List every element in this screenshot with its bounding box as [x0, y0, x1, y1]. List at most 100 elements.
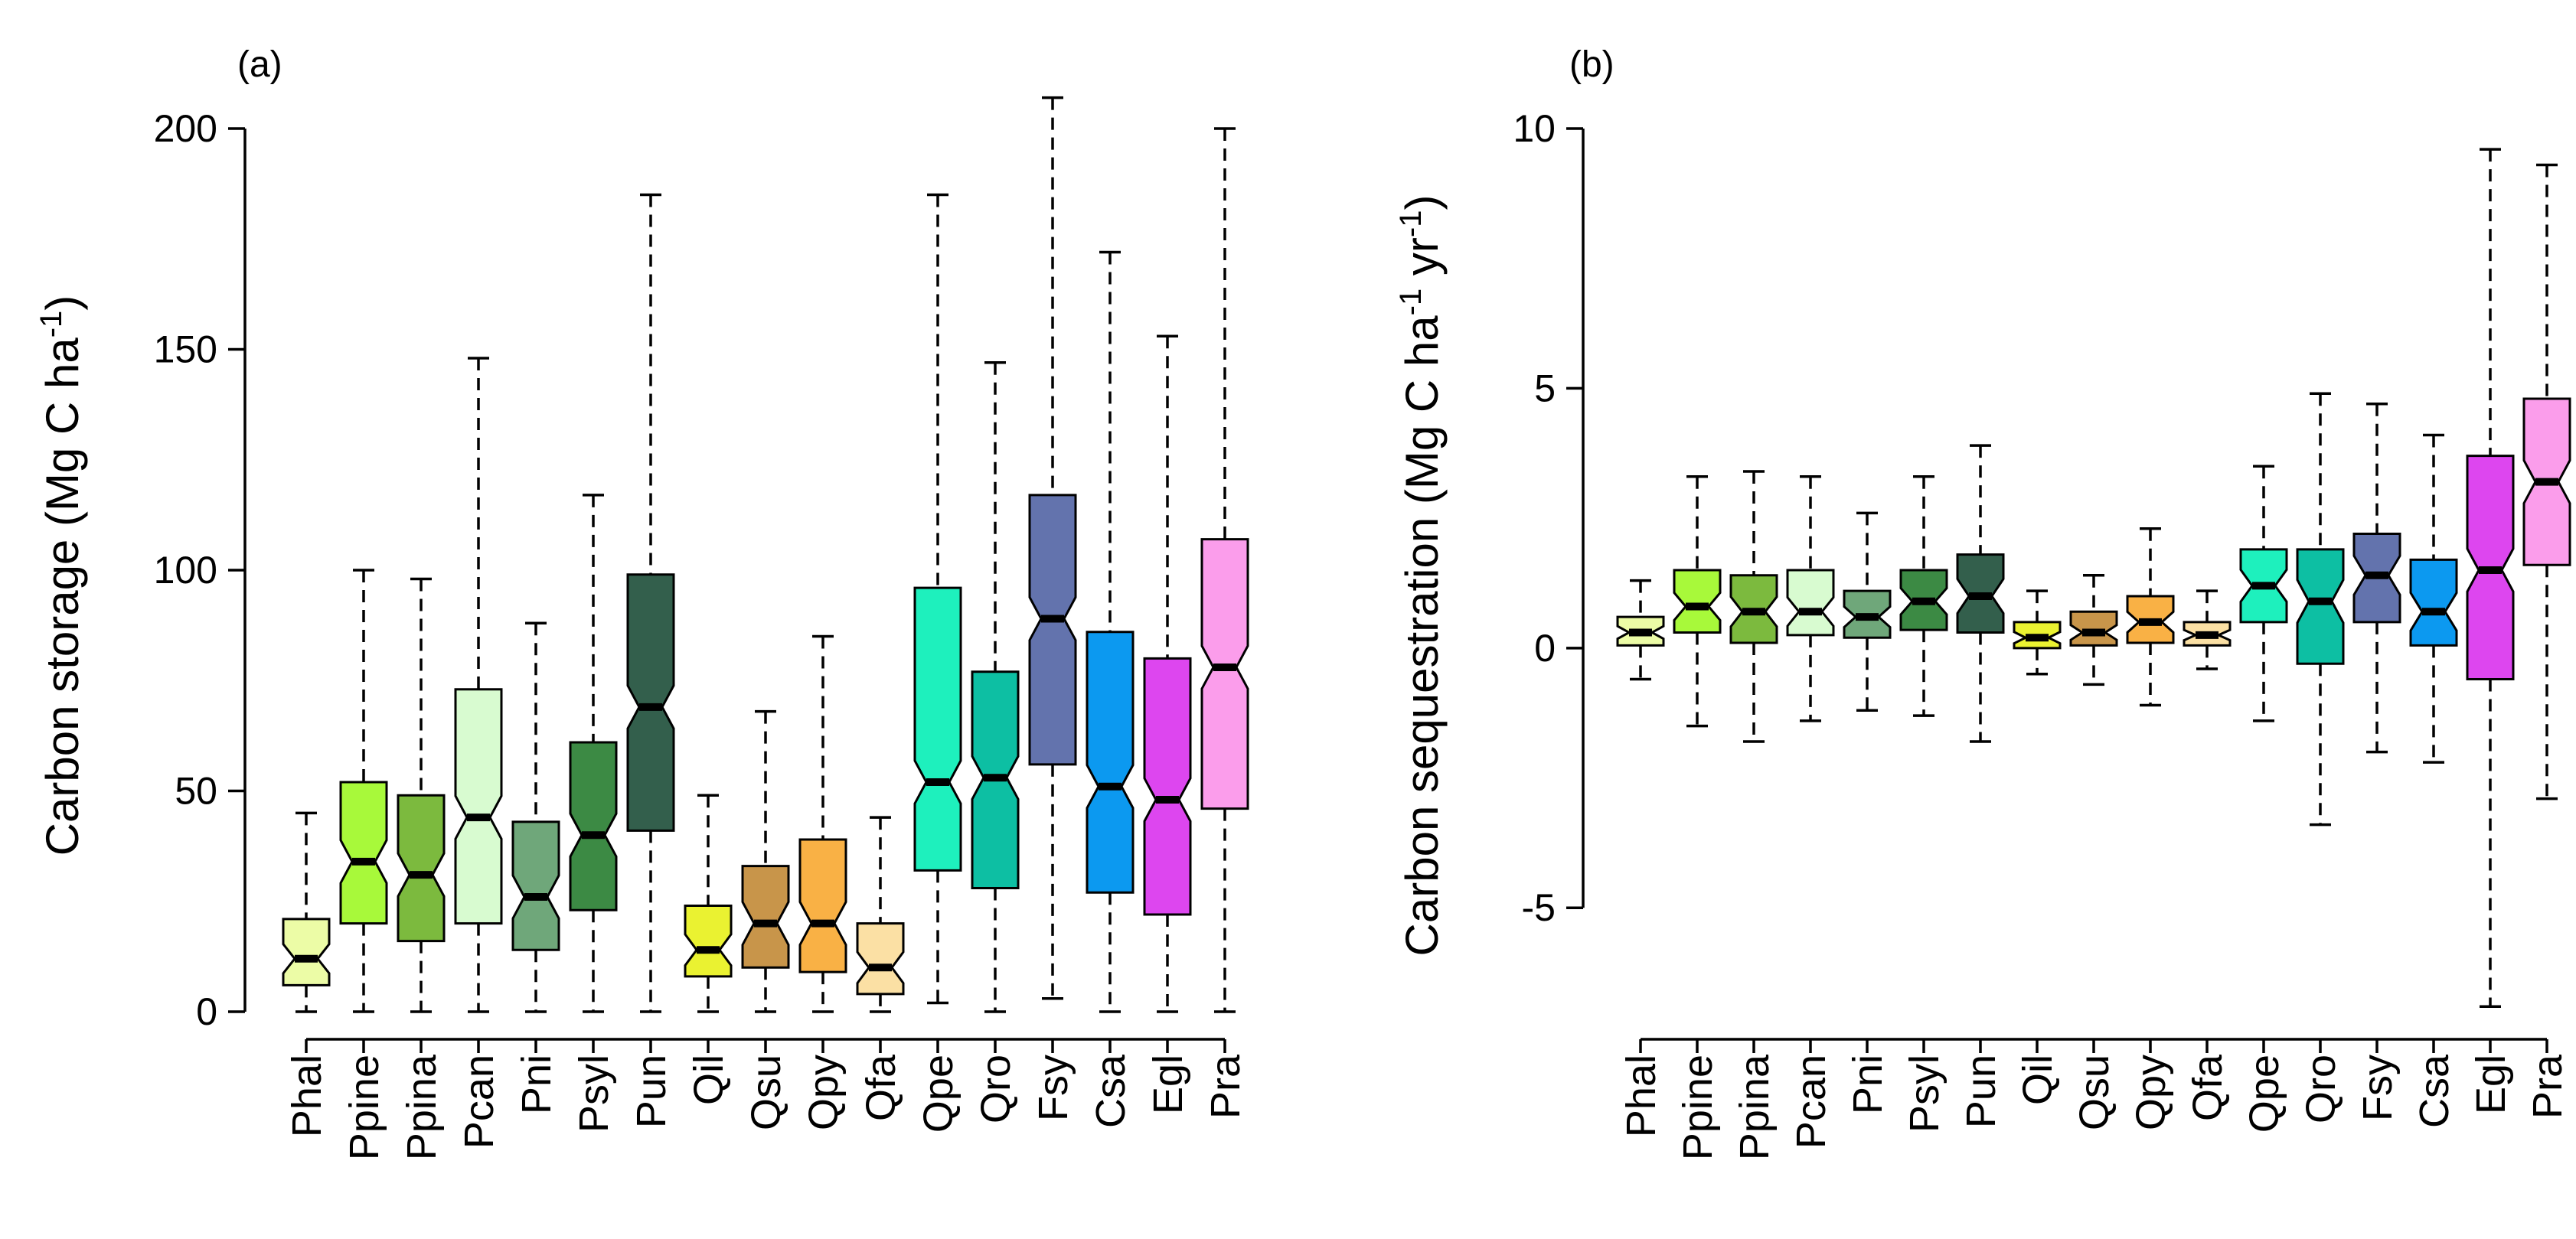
y-tick-label: 150: [154, 328, 217, 371]
box-body: [1673, 569, 1722, 634]
box-csa: [1086, 250, 1135, 1013]
x-tick-label: Pun: [1958, 1055, 2004, 1128]
box-fsy: [1028, 96, 1077, 1000]
box-body: [684, 905, 733, 978]
box-qil: [684, 794, 733, 1013]
x-tick-label: Qsu: [743, 1055, 789, 1130]
panel-a-axes: 0 50 100 150 200 Phal Ppine Ppina Pcan Pni Psyl Pun…: [154, 107, 1249, 1160]
x-tick-label: Psyl: [571, 1055, 617, 1133]
box-body: [454, 688, 503, 925]
x-tick-label: Pra: [1203, 1054, 1249, 1119]
x-tick-label: Phal: [1618, 1055, 1664, 1137]
x-tick-label: Pun: [628, 1055, 674, 1128]
box-body: [2296, 548, 2345, 665]
box-qpy: [798, 634, 847, 1013]
box-body: [339, 781, 388, 925]
x-tick-label: Qpy: [2128, 1055, 2174, 1130]
box-qsu: [2069, 574, 2118, 686]
x-tick-label: Fsy: [1030, 1055, 1076, 1121]
box-csa: [2409, 433, 2458, 764]
box-pni: [1843, 511, 1892, 712]
x-tick-label: Egl: [1145, 1055, 1191, 1114]
y-tick-label: 10: [1513, 107, 1556, 150]
box-psyl: [569, 494, 618, 1013]
y-tick-label: 100: [154, 549, 217, 592]
panel-a-boxes: [282, 96, 1249, 1013]
box-body: [569, 741, 618, 911]
y-tick-label: 50: [175, 770, 217, 813]
box-body: [397, 794, 446, 943]
box-body: [282, 918, 331, 986]
y-tick-label: -5: [1522, 886, 1556, 929]
box-phal: [282, 811, 331, 1013]
box-body: [1028, 494, 1077, 766]
box-pni: [511, 621, 560, 1013]
box-ppina: [1729, 470, 1778, 743]
box-body: [856, 922, 905, 996]
y-tick-label: 5: [1534, 367, 1556, 409]
x-tick-label: Psyl: [1902, 1055, 1948, 1133]
x-tick-label: Ppine: [1675, 1055, 1721, 1160]
x-tick-label: Qpy: [801, 1055, 847, 1130]
y-tick-label: 200: [154, 107, 217, 150]
x-tick-label: Csa: [1088, 1054, 1134, 1128]
x-tick-label: Qpe: [2241, 1055, 2287, 1133]
x-tick-label: Phal: [284, 1055, 330, 1137]
box-qro: [2296, 392, 2345, 827]
box-body: [626, 573, 675, 832]
box-pcan: [1786, 475, 1835, 722]
panel-b-axes: -5 0 5 10 Phal Ppine Ppina Pcan Pni Psyl Pun Qil Qsu…: [1513, 107, 2571, 1160]
x-tick-label: Qpe: [916, 1055, 962, 1133]
x-tick-label: Qro: [973, 1055, 1019, 1123]
box-qro: [971, 361, 1020, 1013]
panel-b-y-axis-label: Carbon sequestration (Mg C ha-1 yr-1): [1394, 195, 1448, 957]
box-body: [913, 586, 962, 872]
box-body: [511, 820, 560, 951]
box-pun: [626, 193, 675, 1013]
y-tick-label: 0: [196, 990, 217, 1033]
panel-a-label: (a): [237, 44, 282, 85]
box-body: [741, 865, 790, 969]
box-body: [1200, 538, 1249, 810]
x-tick-label: Ppina: [1732, 1054, 1778, 1160]
panel-a-carbon-storage: (a) Carbon storage (Mg C ha-1) 0 50 100 150…: [34, 44, 1249, 1160]
x-tick-label: Qsu: [2072, 1055, 2117, 1130]
box-phal: [1616, 579, 1665, 681]
box-pun: [1956, 444, 2005, 743]
box-egl: [1143, 334, 1192, 1013]
box-qil: [2013, 589, 2062, 676]
x-tick-label: Pni: [1845, 1055, 1891, 1114]
y-tick-label: 0: [1534, 627, 1556, 670]
x-tick-label: Qfa: [2185, 1054, 2231, 1121]
box-ppina: [397, 577, 446, 1013]
box-pcan: [454, 357, 503, 1013]
box-fsy: [2352, 403, 2401, 754]
x-tick-label: Pni: [514, 1055, 560, 1114]
x-tick-label: Qil: [686, 1055, 732, 1105]
box-ppine: [1673, 475, 1722, 728]
x-tick-label: Pcan: [1788, 1055, 1834, 1149]
x-tick-label: Ppine: [341, 1055, 387, 1160]
box-pra: [1200, 127, 1249, 1013]
box-body: [1786, 569, 1835, 637]
box-body: [798, 838, 847, 973]
x-tick-label: Csa: [2411, 1054, 2457, 1128]
box-body: [2409, 558, 2458, 647]
box-qsu: [741, 709, 790, 1013]
box-body: [1086, 631, 1135, 894]
x-tick-label: Pcan: [456, 1055, 502, 1149]
x-tick-label: Qil: [2015, 1055, 2061, 1105]
box-qpy: [2126, 527, 2175, 707]
box-body: [2069, 610, 2118, 647]
box-pra: [2522, 163, 2571, 800]
panel-b-carbon-sequestration: (b) Carbon sequestration (Mg C ha-1 yr-1…: [1394, 44, 2571, 1160]
box-qfa: [856, 816, 905, 1013]
panel-b-label: (b): [1569, 44, 1614, 85]
box-body: [1143, 657, 1192, 916]
box-ppine: [339, 569, 388, 1013]
box-qpe: [913, 193, 962, 1005]
x-tick-label: Pra: [2525, 1054, 2571, 1119]
x-tick-label: Fsy: [2355, 1055, 2401, 1121]
box-psyl: [1899, 475, 1948, 717]
